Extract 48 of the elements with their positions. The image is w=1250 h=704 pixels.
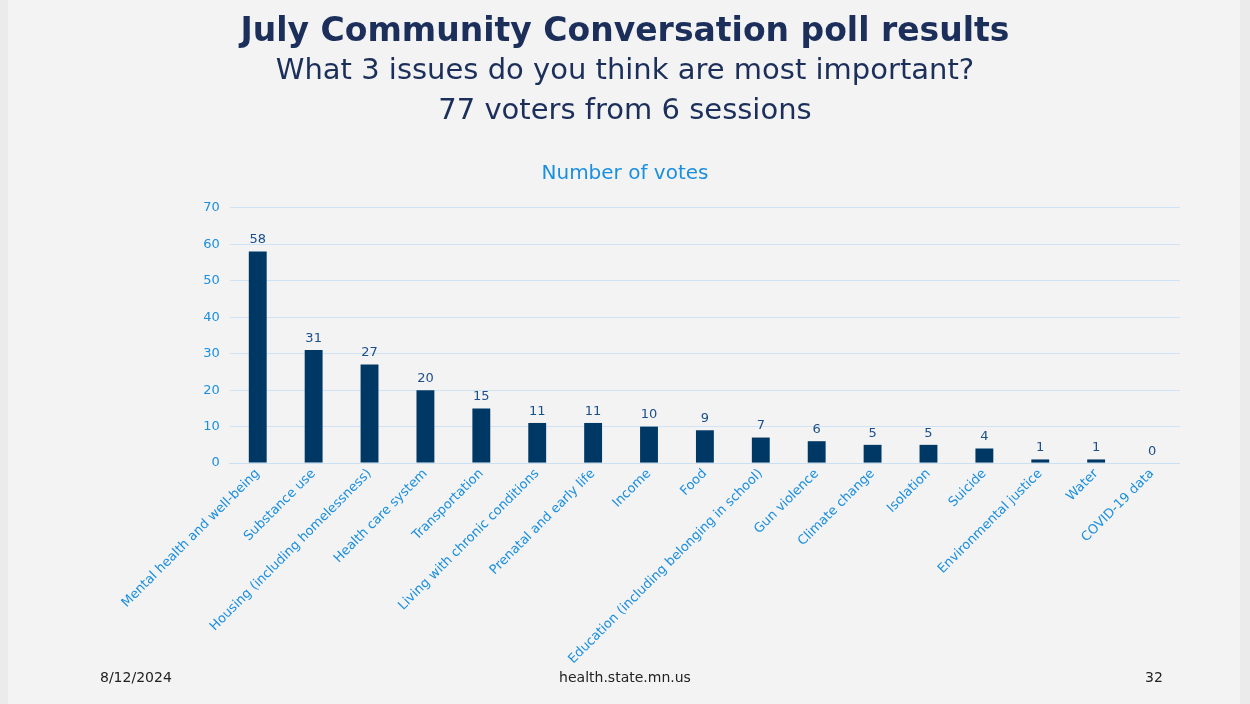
- y-tick-label: 0: [211, 454, 220, 470]
- data-label: 1: [1036, 439, 1045, 455]
- y-tick-label: 10: [203, 417, 220, 433]
- y-tick-label: 60: [203, 235, 220, 251]
- bar: [919, 444, 938, 463]
- data-label: 20: [417, 370, 434, 386]
- data-label: 58: [249, 231, 267, 247]
- y-tick-label: 40: [203, 308, 220, 324]
- text: 32: [1145, 669, 1163, 685]
- data-label: 9: [700, 410, 710, 426]
- data-label: 6: [812, 421, 821, 437]
- data-label: 5: [868, 424, 877, 440]
- bar: [528, 422, 547, 463]
- data-label: 15: [473, 388, 490, 404]
- bar: [360, 364, 379, 463]
- y-tick-label: 30: [203, 345, 220, 361]
- bar: [751, 437, 770, 463]
- data-label: 10: [640, 406, 658, 422]
- bar: [416, 390, 435, 463]
- bar: [472, 408, 491, 463]
- bar: [863, 444, 882, 463]
- text: Number of votes: [540, 160, 710, 184]
- bar: [695, 430, 714, 463]
- data-label: 5: [924, 424, 933, 440]
- text: 77 voters from 6 sessions: [437, 92, 813, 126]
- data-label: 1: [1092, 439, 1101, 455]
- data-label: 7: [756, 417, 765, 433]
- y-tick-label: 50: [203, 272, 220, 288]
- y-tick-label: 20: [203, 381, 220, 397]
- data-label: 11: [528, 402, 546, 418]
- text: health.state.mn.us: [559, 669, 691, 685]
- data-label: 27: [361, 344, 378, 360]
- data-label: 11: [584, 402, 602, 418]
- chart-title: July Community Conversation poll results: [237, 10, 1011, 49]
- data-label: 31: [305, 329, 322, 345]
- data-label: 0: [1147, 442, 1157, 458]
- bar: [584, 422, 603, 463]
- bar: [640, 426, 658, 463]
- y-tick-label: 70: [203, 199, 220, 215]
- bar: [1087, 459, 1106, 463]
- bar: [1031, 459, 1050, 463]
- data-label: 4: [980, 428, 989, 444]
- chart-subtitle: What 3 issues do you think are most important?: [274, 52, 976, 86]
- bar: [248, 251, 267, 463]
- bar: [807, 441, 826, 463]
- bar: [304, 350, 323, 463]
- bar: [975, 448, 994, 463]
- text: 8/12/2024: [100, 669, 172, 685]
